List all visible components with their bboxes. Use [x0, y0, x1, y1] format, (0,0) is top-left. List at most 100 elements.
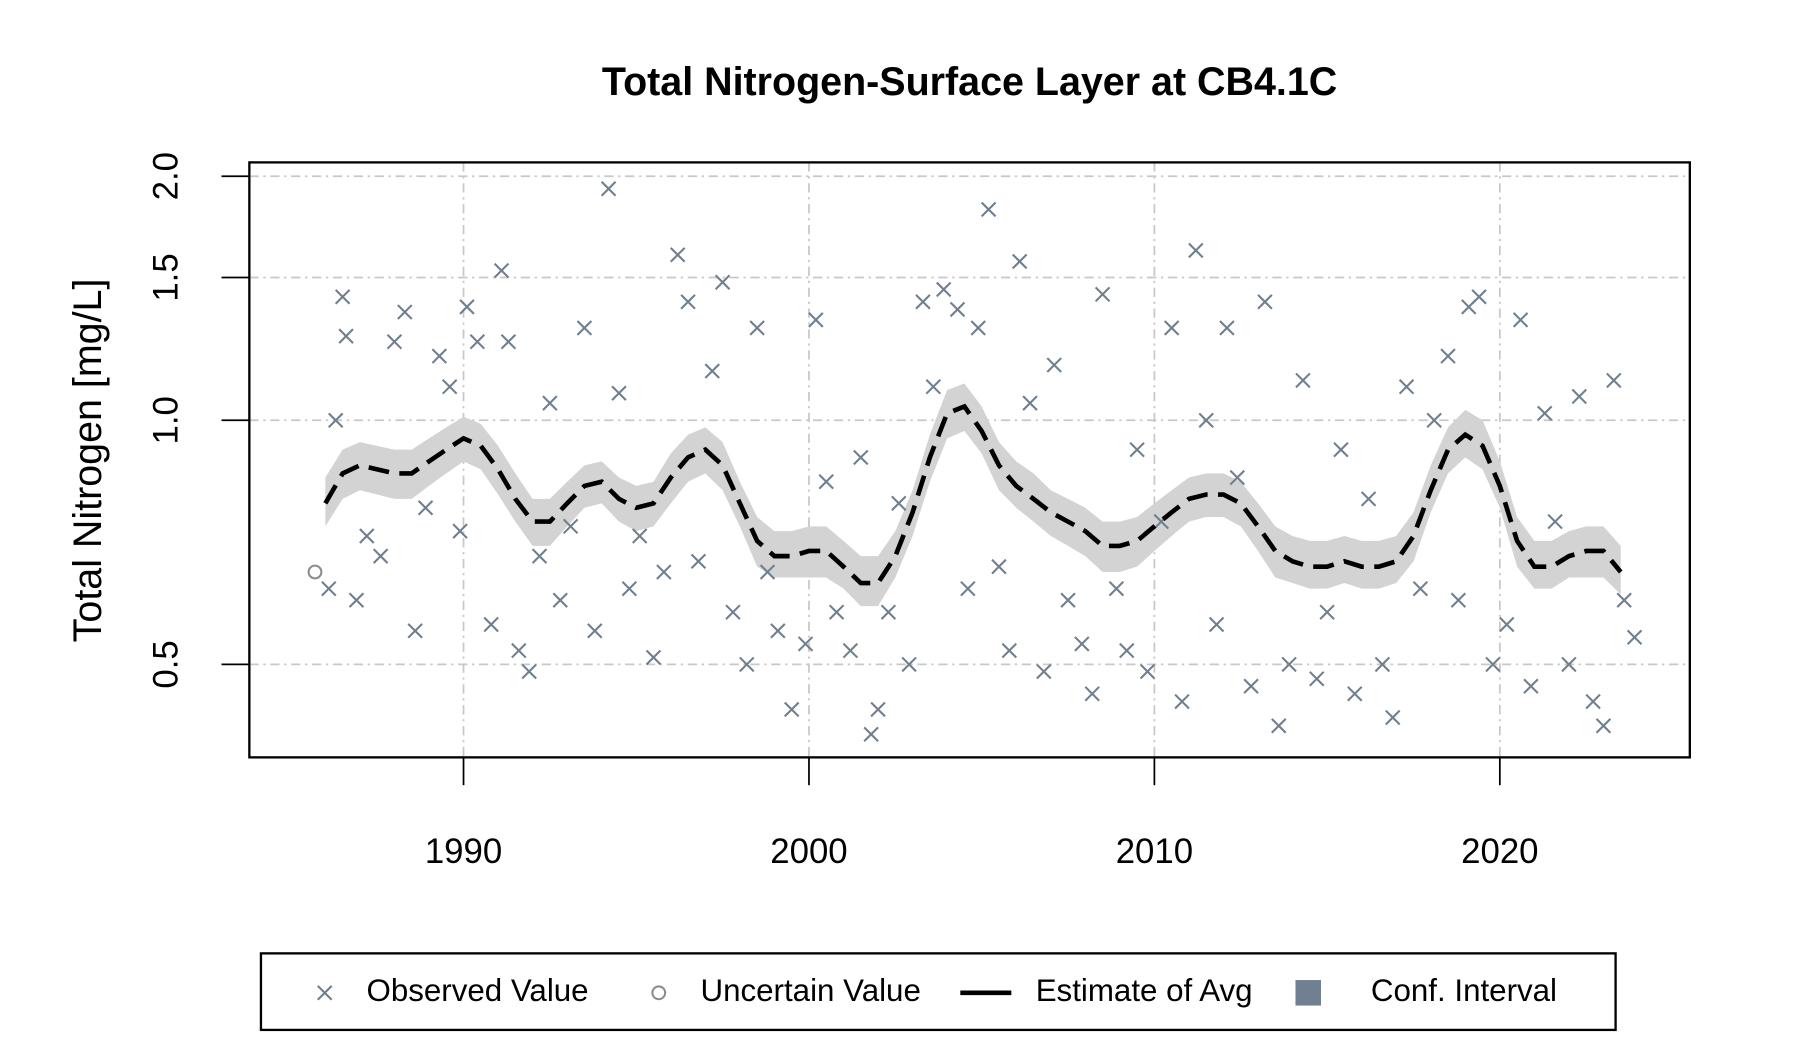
data-point [783, 701, 800, 718]
data-point [372, 548, 389, 564]
data-point [915, 294, 931, 310]
data-point [949, 301, 966, 318]
data-point [542, 395, 558, 411]
data-point [1626, 629, 1643, 645]
data-point [1471, 289, 1487, 305]
data-point [1060, 592, 1076, 608]
data-point [935, 281, 952, 298]
legend-symbol [317, 985, 333, 1001]
data-point [1347, 686, 1363, 702]
data-point [1537, 405, 1553, 422]
data-point [960, 580, 976, 597]
data-point [1398, 379, 1415, 395]
data-point [1198, 412, 1214, 429]
data-point [632, 528, 648, 544]
data-point [1426, 412, 1442, 429]
x-tick-label: 2020 [1461, 833, 1538, 871]
y-tick-label: 0.5 [147, 640, 185, 688]
data-point [431, 348, 448, 364]
data-point [970, 320, 986, 336]
data-point [714, 274, 731, 290]
data-point [1046, 357, 1062, 373]
data-point [1119, 642, 1135, 659]
data-point [1174, 693, 1190, 710]
legend-symbol [651, 985, 667, 1001]
data-point [1163, 320, 1180, 336]
data-point [891, 495, 907, 512]
data-point [1616, 592, 1632, 608]
data-point [1188, 242, 1204, 259]
data-point [828, 604, 845, 620]
data-point [621, 580, 638, 597]
data-point [500, 334, 517, 350]
data-point [459, 299, 475, 315]
x-tick-label: 1990 [425, 833, 502, 871]
data-point [1485, 656, 1501, 673]
data-point [980, 201, 997, 218]
data-point [1561, 656, 1577, 673]
data-point [1295, 372, 1311, 389]
data-point [1319, 604, 1335, 620]
data-point [442, 379, 458, 395]
data-point [469, 334, 486, 350]
y-axis-label: Total Nitrogen [mg/L] [66, 279, 110, 643]
data-point [1271, 718, 1287, 734]
data-point [531, 548, 548, 564]
y-tick-label: 1.0 [147, 396, 185, 444]
data-point [901, 656, 917, 673]
data-point [1606, 372, 1622, 389]
data-point [600, 181, 617, 197]
legend-label: Observed Value [366, 973, 588, 1008]
data-point [842, 642, 859, 659]
data-point [1412, 580, 1429, 597]
data-point [797, 636, 814, 652]
data-point [880, 604, 897, 620]
data-point [452, 523, 468, 539]
data-point [1036, 663, 1052, 680]
data-point [770, 623, 786, 639]
data-point [1139, 663, 1156, 680]
data-point [1022, 395, 1038, 411]
data-point [386, 334, 403, 350]
data-point [704, 363, 720, 379]
legend-box [259, 952, 1617, 1032]
data-point [1450, 592, 1467, 608]
data-point [562, 518, 579, 535]
data-point [1219, 320, 1235, 336]
data-point [1547, 513, 1563, 530]
estimate-line [323, 403, 1623, 586]
data-point [521, 663, 537, 680]
data-point [493, 262, 510, 279]
data-point [359, 528, 375, 544]
legend-label: Conf. Interval [1371, 973, 1557, 1008]
data-point [991, 558, 1007, 575]
data-point [739, 656, 755, 673]
data-point [1229, 469, 1245, 486]
data-point [759, 564, 776, 580]
data-point [863, 726, 879, 742]
data-point [870, 701, 886, 718]
y-tick-label: 2.0 [147, 152, 185, 200]
data-point [1094, 286, 1111, 303]
data-point [1129, 441, 1145, 458]
data-point [1440, 348, 1456, 364]
data-point [321, 580, 337, 597]
data-point [669, 247, 686, 263]
data-point [611, 385, 627, 401]
data-point [1011, 253, 1028, 270]
data-point [397, 304, 413, 320]
data-point [334, 289, 351, 305]
data-point [1571, 388, 1587, 405]
data-point [656, 564, 672, 580]
data-point [348, 592, 365, 608]
data-point [1585, 693, 1601, 710]
data-point [1243, 678, 1259, 694]
data-point [853, 449, 869, 466]
data-point [1374, 656, 1391, 673]
data-point [1084, 686, 1100, 702]
data-point [1281, 656, 1297, 673]
data-point [1385, 709, 1401, 726]
x-tick-label: 2000 [770, 833, 847, 871]
legend-label: Uncertain Value [701, 973, 921, 1008]
